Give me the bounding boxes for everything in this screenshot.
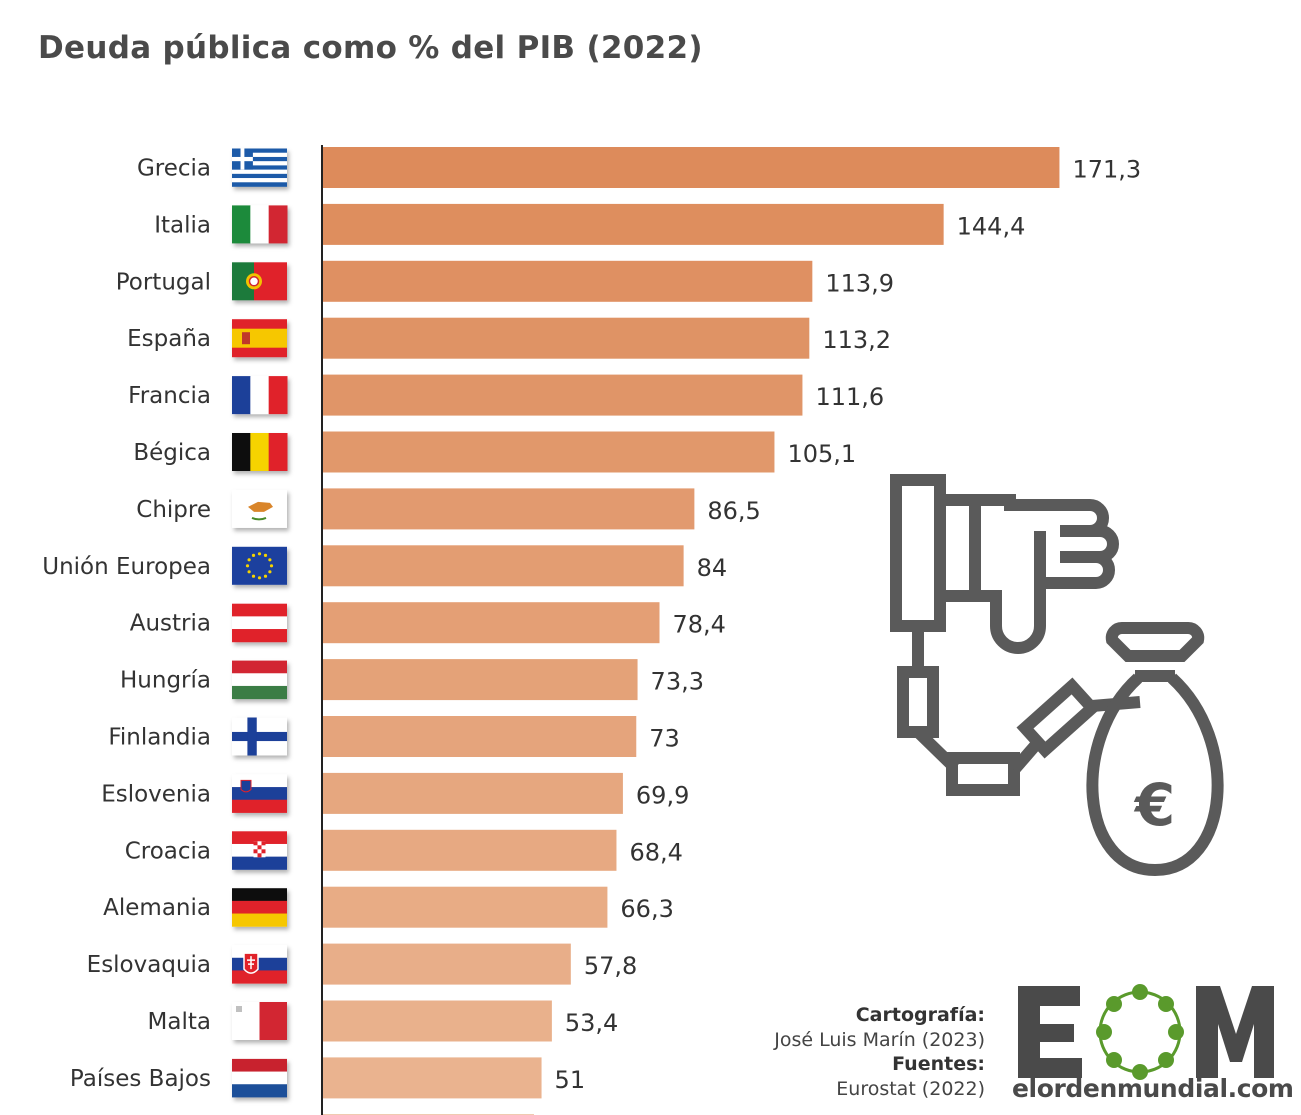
value-label: 113,9 [825,269,894,297]
hungary-flag-icon [232,660,287,700]
bar-16 [322,1000,552,1042]
value-label: 53,4 [565,1009,618,1037]
belgium-flag-icon [232,433,288,471]
bar-5 [322,374,803,416]
portugal-flag-icon [232,262,287,301]
bar-11 [322,716,637,757]
eu-flag-icon [232,546,287,585]
eom-logo-icon [1018,984,1274,1080]
bar-2 [322,203,944,245]
sources-value: Eurostat (2022) [836,1077,985,1100]
value-label: 105,1 [787,440,856,468]
country-label: Italia [154,212,211,238]
finland-flag-icon [232,717,287,756]
country-label: Países Bajos [70,1066,211,1092]
value-label: 66,3 [620,895,673,923]
croatia-flag-icon [232,831,287,870]
country-label: España [127,326,211,352]
netherlands-flag-icon [232,1058,287,1098]
bar-13 [322,829,617,871]
value-label: 73,3 [651,668,704,696]
value-label: 86,5 [707,497,760,525]
country-label: Portugal [116,269,211,295]
value-label: 68,4 [629,838,682,866]
bar-3 [322,260,813,302]
cartography-label: Cartografía: [855,1004,985,1026]
bar-1 [322,147,1060,188]
country-label: Bégica [133,440,211,466]
value-label: 73 [649,725,680,753]
country-label: Austria [130,611,211,637]
value-label: 84 [697,554,728,582]
value-label: 69,9 [636,781,689,809]
greece-flag-icon [232,148,287,187]
bar-8 [322,545,684,587]
svg-text:€: € [1133,771,1175,839]
bar-7 [322,488,695,530]
credits: Cartografía: José Luis Marín (2023) Fuen… [774,1003,985,1101]
value-label: 144,4 [957,212,1026,240]
slovenia-flag-icon [232,774,287,813]
germany-flag-icon [232,888,287,927]
malta-flag-icon [232,1002,287,1040]
country-label: Francia [128,383,211,409]
bar-6 [322,431,775,473]
cartography-value: José Luis Marín (2023) [774,1028,985,1051]
country-label: Alemania [103,895,211,921]
slovakia-flag-icon [232,945,287,984]
chart-title: Deuda pública como % del PIB (2022) [38,30,703,66]
sources-label: Fuentes: [892,1053,985,1075]
country-label: Grecia [137,156,211,182]
bar-9 [322,602,660,644]
bar-14 [322,886,608,928]
country-label: Croacia [125,838,211,864]
value-label: 111,6 [815,383,884,411]
country-label: Eslovenia [101,781,211,807]
value-label: 171,3 [1072,156,1141,184]
country-label: Hungría [120,668,211,694]
bar-10 [322,659,638,701]
france-flag-icon [232,376,288,415]
bar-12 [322,772,623,814]
country-label: Unión Europea [42,554,211,580]
cyprus-flag-icon [232,489,287,528]
logo-text: elordenmundial.com [1012,1074,1294,1103]
bar-17 [322,1057,542,1099]
value-label: 78,4 [673,611,726,639]
austria-flag-icon [232,603,287,643]
bar-15 [322,943,571,985]
country-label: Chipre [136,497,211,523]
country-label: Eslovaquia [87,952,211,978]
value-label: 113,2 [822,326,891,354]
thumbs-down-debt-moneybag-icon: € [890,474,1224,877]
value-label: 57,8 [584,952,637,980]
italy-flag-icon [232,205,288,244]
bar-4 [322,317,810,359]
country-label: Malta [148,1009,211,1035]
spain-flag-icon [232,319,287,358]
value-label: 51 [555,1066,586,1094]
country-label: Finlandia [108,725,211,751]
